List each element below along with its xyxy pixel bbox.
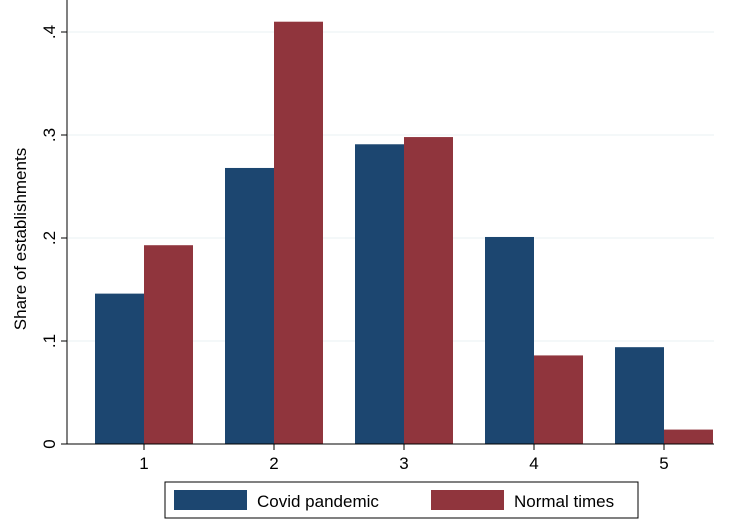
y-tick-label: .2: [40, 231, 59, 245]
legend-label: Normal times: [514, 492, 614, 511]
bar-covid-pandemic-5: [615, 347, 664, 444]
legend-label: Covid pandemic: [257, 492, 379, 511]
bar-normal-times-3: [404, 137, 453, 444]
x-tick-label: 5: [659, 454, 668, 473]
bar-covid-pandemic-2: [225, 167, 274, 444]
x-tick-label: 4: [529, 454, 538, 473]
bar-covid-pandemic-1: [95, 293, 144, 444]
y-tick-label: .1: [40, 334, 59, 348]
bar-covid-pandemic-4: [485, 236, 534, 444]
bar-covid-pandemic-3: [355, 144, 404, 444]
bar-normal-times-1: [144, 245, 193, 444]
legend-key: [431, 490, 504, 510]
axes: 1 2 3 4 5 0 .1 .2 .3 .4: [40, 0, 714, 473]
y-tick-label: .4: [40, 25, 59, 39]
y-axis-title: Share of establishments: [11, 148, 30, 330]
y-tick-label: 0: [40, 439, 59, 448]
legend: Covid pandemic Normal times: [164, 481, 639, 519]
legend-key: [174, 490, 247, 510]
bar-normal-times-5: [664, 429, 713, 444]
x-tick-label: 1: [139, 454, 148, 473]
y-tick-label: .3: [40, 128, 59, 142]
bar-normal-times-2: [274, 21, 323, 444]
x-tick-label: 3: [399, 454, 408, 473]
bars: [95, 21, 713, 444]
bar-normal-times-4: [534, 355, 583, 444]
x-tick-label: 2: [269, 454, 278, 473]
